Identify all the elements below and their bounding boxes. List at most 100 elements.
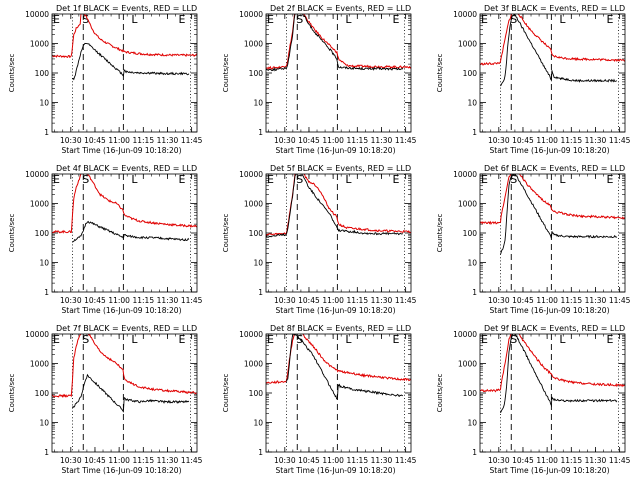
y-tick-label: 1000 xyxy=(458,40,477,49)
panel-1: Det 1f BLACK = Events, RED = LLD Counts/s… xyxy=(8,4,203,155)
panel-title: Det 5f BLACK = Events, RED = LLD xyxy=(270,164,411,173)
x-axis-label: Start Time (16-Jun-09 10:18:20) xyxy=(490,466,610,475)
y-tick-label: 10000 xyxy=(239,10,263,19)
panel-7: Det 7f BLACK = Events, RED = LLD Counts/s… xyxy=(8,324,203,475)
y-tick-label: 1000 xyxy=(30,200,49,209)
marker-left-label: E xyxy=(53,13,60,26)
marker-right-label: E xyxy=(179,333,186,346)
y-tick-label: 1 xyxy=(258,128,263,137)
y-axis-label: Counts/sec xyxy=(436,374,444,413)
series-group xyxy=(480,14,625,87)
x-tick-label: 11:30 xyxy=(371,296,393,305)
plot-frame xyxy=(265,333,412,453)
x-tick-label: 11:15 xyxy=(346,296,368,305)
x-axis-label: Start Time (16-Jun-09 10:18:20) xyxy=(62,306,182,315)
y-tick-label: 100 xyxy=(463,389,478,398)
panel-title: Det 7f BLACK = Events, RED = LLD xyxy=(56,324,197,333)
y-tick-label: 1 xyxy=(258,448,263,457)
y-tick-label: 10 xyxy=(253,419,263,428)
x-tick-label: 11:30 xyxy=(371,456,393,465)
x-tick-label: 11:00 xyxy=(322,456,344,465)
series-group xyxy=(52,334,197,413)
marker-start-label: S xyxy=(82,13,89,26)
y-tick-label: 100 xyxy=(249,389,264,398)
y-tick-label: 1000 xyxy=(458,360,477,369)
y-tick-label: 1 xyxy=(472,288,477,297)
y-tick-label: 100 xyxy=(249,69,264,78)
x-tick-label: 11:15 xyxy=(132,296,154,305)
marker-left-label: E xyxy=(267,13,274,26)
panel-title: Det 8f BLACK = Events, RED = LLD xyxy=(270,324,411,333)
y-tick-label: 1000 xyxy=(244,360,263,369)
x-tick-label: 11:15 xyxy=(560,136,582,145)
marker-start-label: S xyxy=(82,173,89,186)
y-tick-label: 10 xyxy=(467,259,477,268)
lld-series-line xyxy=(266,14,411,70)
panel-title: Det 9f BLACK = Events, RED = LLD xyxy=(484,324,625,333)
y-tick-label: 1 xyxy=(44,448,49,457)
x-tick-label: 10:45 xyxy=(84,136,106,145)
x-tick-label: 10:30 xyxy=(60,136,82,145)
x-tick-label: 10:30 xyxy=(60,296,82,305)
marker-lines xyxy=(286,14,405,132)
series-group xyxy=(266,334,411,400)
y-axis-label: Counts/sec xyxy=(8,54,16,93)
x-tick-label: 11:00 xyxy=(108,456,130,465)
y-tick-label: 10 xyxy=(467,99,477,108)
series-group xyxy=(480,334,625,414)
panel-title: Det 2f BLACK = Events, RED = LLD xyxy=(270,4,411,13)
x-tick-label: 11:00 xyxy=(108,136,130,145)
x-tick-label: 11:00 xyxy=(322,296,344,305)
x-tick-label: 11:00 xyxy=(536,136,558,145)
x-tick-label: 11:45 xyxy=(609,296,631,305)
y-axis-label: Counts/sec xyxy=(222,214,230,253)
marker-right-label: E xyxy=(179,13,186,26)
x-tick-label: 10:30 xyxy=(488,296,510,305)
plot-frame xyxy=(265,13,412,133)
marker-left-label: E xyxy=(481,13,488,26)
panel-5: Det 5f BLACK = Events, RED = LLD Counts/s… xyxy=(222,164,417,315)
marker-end-label: L xyxy=(131,173,138,186)
x-tick-label: 11:15 xyxy=(132,456,154,465)
x-tick-label: 10:30 xyxy=(274,296,296,305)
y-tick-label: 100 xyxy=(35,389,50,398)
marker-lines xyxy=(500,174,619,292)
x-tick-label: 10:45 xyxy=(84,296,106,305)
y-tick-label: 1000 xyxy=(244,200,263,209)
marker-lines xyxy=(500,14,619,132)
marker-start-label: S xyxy=(296,13,303,26)
marker-end-label: L xyxy=(559,173,566,186)
marker-left-label: E xyxy=(481,173,488,186)
x-tick-label: 10:45 xyxy=(298,296,320,305)
marker-right-label: E xyxy=(393,333,400,346)
x-tick-label: 11:15 xyxy=(346,456,368,465)
panel-6: Det 6f BLACK = Events, RED = LLD Counts/s… xyxy=(436,164,631,315)
marker-start-label: S xyxy=(510,173,517,186)
marker-end-label: L xyxy=(559,13,566,26)
series-group xyxy=(52,14,197,81)
y-tick-label: 10000 xyxy=(453,330,477,339)
panel-title: Det 4f BLACK = Events, RED = LLD xyxy=(56,164,197,173)
marker-end-label: L xyxy=(345,13,352,26)
marker-left-label: E xyxy=(53,333,60,346)
x-tick-label: 10:30 xyxy=(60,456,82,465)
marker-right-label: E xyxy=(607,13,614,26)
series-group xyxy=(52,174,197,243)
y-axis-label: Counts/sec xyxy=(222,374,230,413)
x-tick-label: 11:30 xyxy=(371,136,393,145)
y-tick-label: 10000 xyxy=(25,10,49,19)
x-tick-label: 11:45 xyxy=(181,296,203,305)
marker-right-label: E xyxy=(393,173,400,186)
x-tick-label: 10:45 xyxy=(512,296,534,305)
lld-series-line xyxy=(52,334,197,398)
y-tick-label: 1 xyxy=(44,288,49,297)
y-tick-label: 1000 xyxy=(244,40,263,49)
y-tick-label: 100 xyxy=(249,229,264,238)
events-series-line xyxy=(266,14,404,72)
marker-end-label: L xyxy=(131,13,138,26)
events-series-line xyxy=(72,42,190,81)
y-axis-label: Counts/sec xyxy=(436,54,444,93)
marker-right-label: E xyxy=(607,173,614,186)
events-series-line xyxy=(500,174,618,255)
panel-2: Det 2f BLACK = Events, RED = LLD Counts/s… xyxy=(222,4,417,155)
